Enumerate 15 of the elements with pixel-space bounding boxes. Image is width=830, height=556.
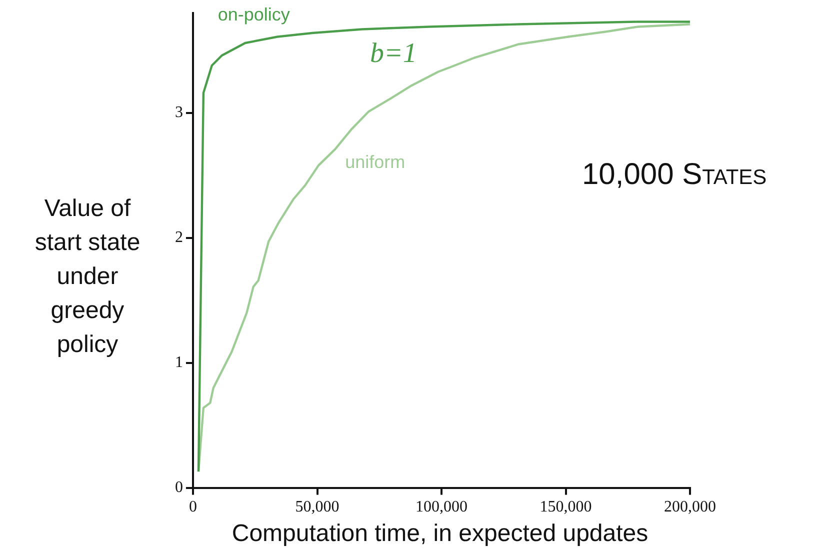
y-tick-label: 0 (175, 479, 183, 496)
x-tick-label: 150,000 (540, 498, 592, 516)
x-tick-label: 0 (189, 498, 197, 516)
annotation: 10,000 States (582, 158, 767, 192)
x-axis-title: Computation time, in expected updates (230, 520, 650, 548)
x-tick-label: 100,000 (416, 498, 468, 516)
y-tick-label: 2 (175, 229, 183, 246)
annotation: b=1 (370, 38, 417, 70)
series-label: on-policy (218, 4, 290, 24)
x-tick-label: 50,000 (295, 498, 340, 516)
y-axis-title: Value of start state under greedy policy (34, 194, 142, 360)
series-label: uniform (345, 152, 406, 172)
y-tick-label: 3 (175, 104, 183, 122)
y-tick-label: 1 (175, 354, 183, 372)
x-tick-label: 200,000 (664, 498, 716, 516)
